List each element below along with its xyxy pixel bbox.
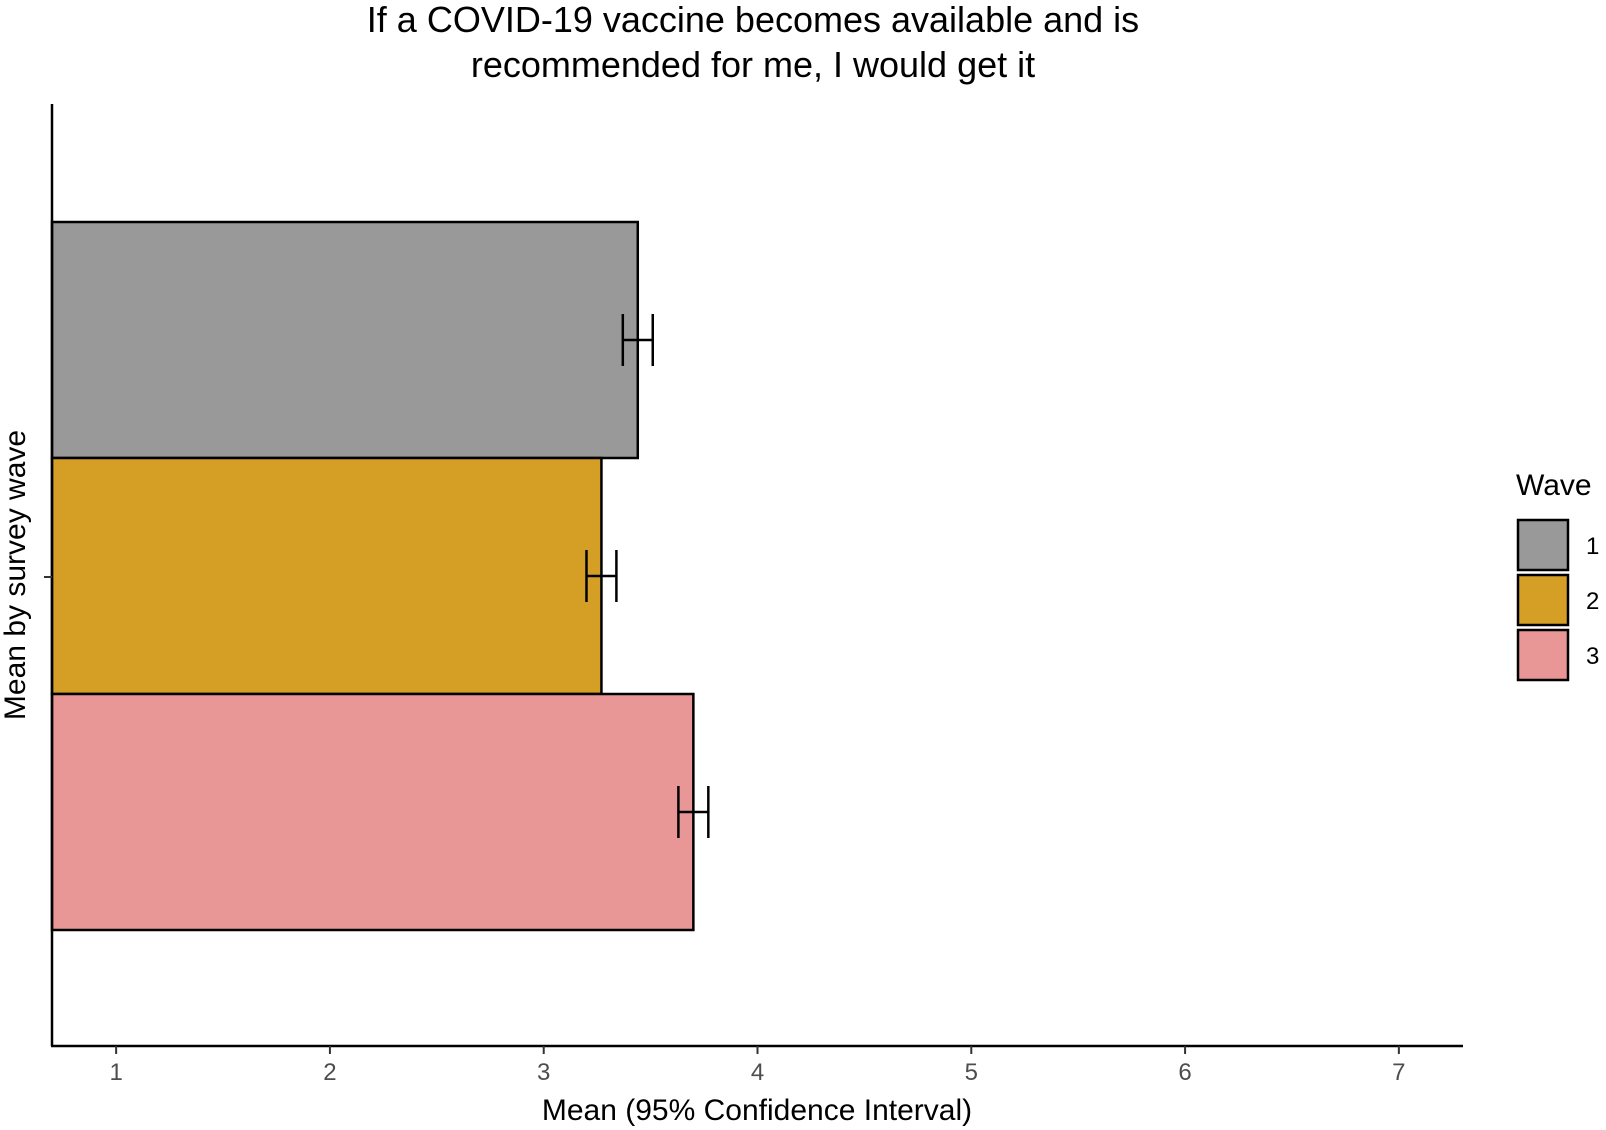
x-tick-label-4: 4 bbox=[751, 1059, 764, 1086]
bar-wave-2 bbox=[50, 456, 603, 696]
x-tick-label-1: 1 bbox=[109, 1059, 122, 1086]
legend-label-1: 1 bbox=[1586, 533, 1599, 560]
legend-label-3: 3 bbox=[1586, 643, 1599, 670]
chart-title-line-1: If a COVID-19 vaccine becomes available … bbox=[367, 0, 1139, 40]
x-tick-label-5: 5 bbox=[965, 1059, 978, 1086]
legend-item-3: 3 bbox=[1516, 628, 1599, 682]
error-bar-wave-2 bbox=[585, 550, 618, 602]
legend-item-1: 1 bbox=[1516, 518, 1599, 572]
x-tick-label-6: 6 bbox=[1178, 1059, 1191, 1086]
legend-title: Wave bbox=[1516, 469, 1592, 502]
x-axis-ticks: 1 2 3 4 5 6 7 bbox=[109, 1046, 1406, 1086]
y-axis-label: Mean by survey wave bbox=[0, 430, 32, 720]
error-bar-wave-3 bbox=[677, 786, 710, 838]
error-bars bbox=[585, 314, 710, 838]
x-tick-label-7: 7 bbox=[1392, 1059, 1405, 1086]
legend-swatch-3 bbox=[1516, 628, 1570, 682]
legend-swatch-2 bbox=[1516, 573, 1570, 627]
chart-title-line-2: recommended for me, I would get it bbox=[471, 44, 1035, 85]
error-bar-wave-1 bbox=[621, 314, 654, 366]
bar-wave-1 bbox=[50, 220, 640, 460]
legend: Wave 1 2 3 bbox=[1516, 469, 1599, 682]
bar-wave-3 bbox=[50, 692, 695, 932]
x-tick-label-2: 2 bbox=[323, 1059, 336, 1086]
x-axis-label: Mean (95% Confidence Interval) bbox=[542, 1094, 972, 1127]
legend-label-2: 2 bbox=[1586, 588, 1599, 615]
bars bbox=[50, 220, 695, 932]
legend-item-2: 2 bbox=[1516, 573, 1599, 627]
x-tick-label-3: 3 bbox=[537, 1059, 550, 1086]
legend-swatch-1 bbox=[1516, 518, 1570, 572]
